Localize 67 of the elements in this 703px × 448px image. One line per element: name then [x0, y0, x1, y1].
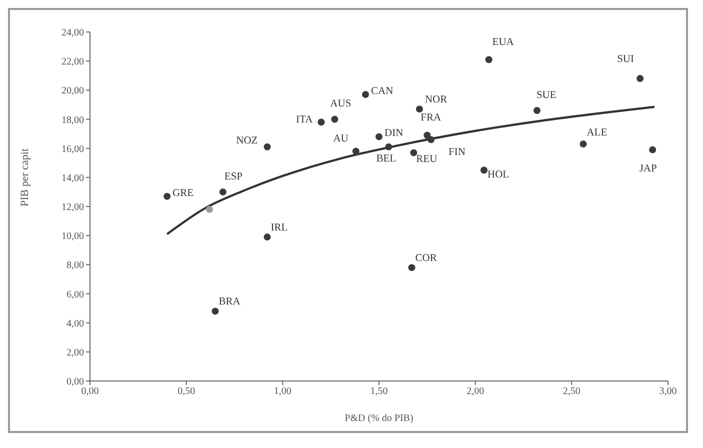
- data-label: FIN: [448, 147, 466, 158]
- y-tick-label: 14,00: [62, 172, 84, 184]
- x-tick-label: 1,50: [370, 386, 388, 398]
- y-tick-label: 2,00: [66, 347, 84, 358]
- point: [212, 308, 219, 315]
- data-label: IRL: [270, 222, 288, 234]
- point: [164, 192, 171, 200]
- y-tick-label: 8,00: [66, 260, 84, 272]
- point: [649, 146, 656, 154]
- x-tick-label: 2,00: [466, 386, 484, 398]
- point: [480, 166, 488, 174]
- data-label: ALE: [586, 127, 608, 138]
- data-label: REU: [416, 154, 438, 166]
- x-tick-label: 3,00: [659, 386, 677, 398]
- data-label: JAP: [639, 163, 657, 174]
- x-tick-label: 0,00: [81, 386, 99, 398]
- point: [362, 91, 370, 98]
- data-label: SUI: [617, 54, 635, 66]
- data-label: DIN: [384, 128, 404, 140]
- y-tick-label: 18,00: [62, 114, 84, 126]
- point: [376, 133, 382, 140]
- point: [485, 56, 492, 64]
- point: [410, 149, 418, 156]
- point: [533, 107, 540, 114]
- data-label: AU: [333, 134, 349, 145]
- data-label: CAN: [371, 86, 394, 98]
- y-tick-label: 10,00: [62, 231, 84, 242]
- x-tick-label: 2,50: [562, 386, 580, 398]
- data-label: BEL: [376, 153, 396, 164]
- data-label: EUA: [492, 37, 514, 48]
- point: [206, 206, 213, 213]
- point: [219, 188, 226, 196]
- point: [352, 148, 360, 155]
- y-tick-label: 0,00: [66, 376, 84, 388]
- y-tick-label: 24,00: [62, 28, 84, 39]
- line-series: [166, 106, 656, 236]
- point: [385, 143, 392, 150]
- y-tick-label: 16,00: [62, 144, 84, 155]
- x-tick-label: 0,50: [178, 386, 196, 398]
- data-label: GRE: [172, 188, 194, 199]
- y-tick-label: 20,00: [62, 86, 84, 97]
- x-axis-title: P&D (% do PIB): [344, 413, 414, 424]
- point: [264, 143, 271, 150]
- point: [636, 75, 644, 82]
- data-label: ITA: [296, 114, 314, 126]
- data-label: ESP: [224, 171, 243, 182]
- data-label: BRA: [218, 296, 241, 308]
- data-label: FRA: [420, 112, 442, 124]
- point: [428, 136, 435, 144]
- data-label: NOR: [424, 94, 448, 106]
- point: [318, 118, 325, 126]
- point: [264, 234, 271, 241]
- point: [580, 140, 587, 148]
- point: [416, 106, 423, 113]
- data-label: HOL: [487, 170, 510, 181]
- data-label: AUS: [330, 98, 352, 110]
- y-tick-label: 6,00: [66, 289, 84, 300]
- point: [408, 264, 416, 272]
- y-tick-label: 22,00: [62, 56, 84, 68]
- x-tick-label: 1,00: [274, 386, 292, 398]
- data-label: SUE: [536, 90, 556, 102]
- y-axis-title: PIB per capit: [18, 148, 31, 206]
- point: [331, 116, 338, 123]
- y-tick-label: 4,00: [66, 318, 84, 330]
- data-label: COR: [415, 253, 437, 264]
- data-label: NOZ: [236, 135, 258, 146]
- y-tick-label: 12,00: [62, 202, 84, 214]
